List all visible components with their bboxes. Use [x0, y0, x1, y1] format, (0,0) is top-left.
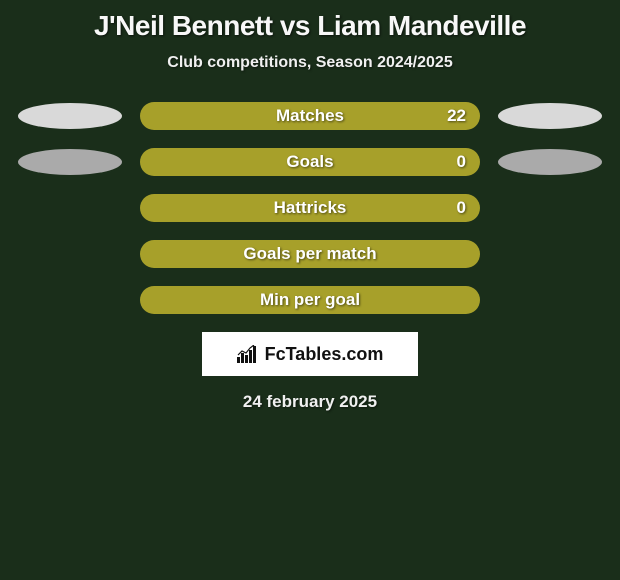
stat-bar: Hattricks 0	[140, 194, 480, 222]
stats-list: Matches 22 Goals 0 Hattricks 0 Goal	[0, 102, 620, 314]
stat-bar: Goals per match	[140, 240, 480, 268]
stat-label: Goals	[286, 152, 333, 172]
brand-label: FcTables.com	[265, 344, 384, 365]
stat-label: Hattricks	[274, 198, 347, 218]
stat-label: Goals per match	[243, 244, 376, 264]
left-ellipse-empty	[18, 195, 122, 221]
comparison-card: J'Neil Bennett vs Liam Mandeville Club c…	[0, 0, 620, 412]
bars-icon	[237, 345, 259, 363]
stat-label: Matches	[276, 106, 344, 126]
left-ellipse-empty	[18, 241, 122, 267]
stat-row: Hattricks 0	[0, 194, 620, 222]
left-ellipse	[18, 103, 122, 129]
right-ellipse-empty	[498, 195, 602, 221]
page-title: J'Neil Bennett vs Liam Mandeville	[0, 10, 620, 42]
stat-bar: Goals 0	[140, 148, 480, 176]
stat-label: Min per goal	[260, 290, 360, 310]
right-ellipse-empty	[498, 241, 602, 267]
stat-row: Matches 22	[0, 102, 620, 130]
stat-bar: Min per goal	[140, 286, 480, 314]
date-label: 24 february 2025	[0, 392, 620, 412]
brand-badge[interactable]: FcTables.com	[202, 332, 418, 376]
right-ellipse	[498, 103, 602, 129]
subtitle: Club competitions, Season 2024/2025	[0, 54, 620, 72]
stat-row: Min per goal	[0, 286, 620, 314]
right-ellipse-empty	[498, 287, 602, 313]
stat-value: 22	[447, 106, 466, 126]
left-ellipse-empty	[18, 287, 122, 313]
stat-value: 0	[457, 198, 466, 218]
left-ellipse	[18, 149, 122, 175]
stat-row: Goals 0	[0, 148, 620, 176]
right-ellipse	[498, 149, 602, 175]
stat-bar: Matches 22	[140, 102, 480, 130]
stat-row: Goals per match	[0, 240, 620, 268]
stat-value: 0	[457, 152, 466, 172]
